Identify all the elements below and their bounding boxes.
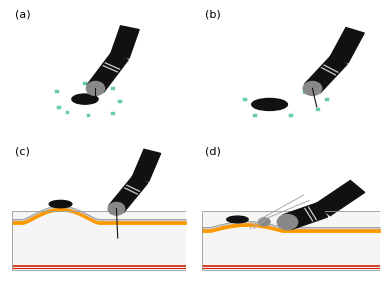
- Circle shape: [108, 202, 125, 215]
- Text: (c): (c): [15, 146, 30, 156]
- Polygon shape: [132, 149, 161, 181]
- Bar: [111, 112, 115, 115]
- Bar: [253, 114, 257, 117]
- Polygon shape: [316, 181, 365, 216]
- Text: (d): (d): [205, 146, 221, 156]
- Polygon shape: [109, 176, 148, 212]
- Ellipse shape: [72, 94, 98, 104]
- Bar: [66, 111, 69, 114]
- Circle shape: [86, 82, 105, 95]
- Bar: [12, 211, 186, 270]
- Polygon shape: [330, 28, 364, 63]
- Bar: [111, 87, 115, 90]
- Polygon shape: [87, 53, 128, 92]
- Polygon shape: [304, 56, 347, 93]
- Polygon shape: [283, 202, 327, 229]
- Text: (a): (a): [15, 10, 31, 20]
- Bar: [242, 98, 246, 101]
- Circle shape: [303, 82, 322, 95]
- Text: (b): (b): [205, 10, 221, 20]
- Bar: [87, 114, 90, 117]
- Circle shape: [277, 214, 298, 230]
- Bar: [325, 98, 329, 101]
- Bar: [289, 114, 293, 117]
- Bar: [12, 211, 186, 270]
- Bar: [316, 108, 320, 111]
- Bar: [118, 100, 122, 103]
- Bar: [55, 90, 59, 93]
- Polygon shape: [111, 26, 139, 58]
- Ellipse shape: [49, 201, 72, 208]
- Bar: [202, 211, 380, 270]
- Ellipse shape: [258, 218, 270, 226]
- Bar: [83, 82, 87, 85]
- Ellipse shape: [227, 216, 248, 223]
- Bar: [202, 211, 380, 270]
- Bar: [303, 91, 307, 94]
- Bar: [57, 106, 61, 108]
- Ellipse shape: [252, 99, 288, 110]
